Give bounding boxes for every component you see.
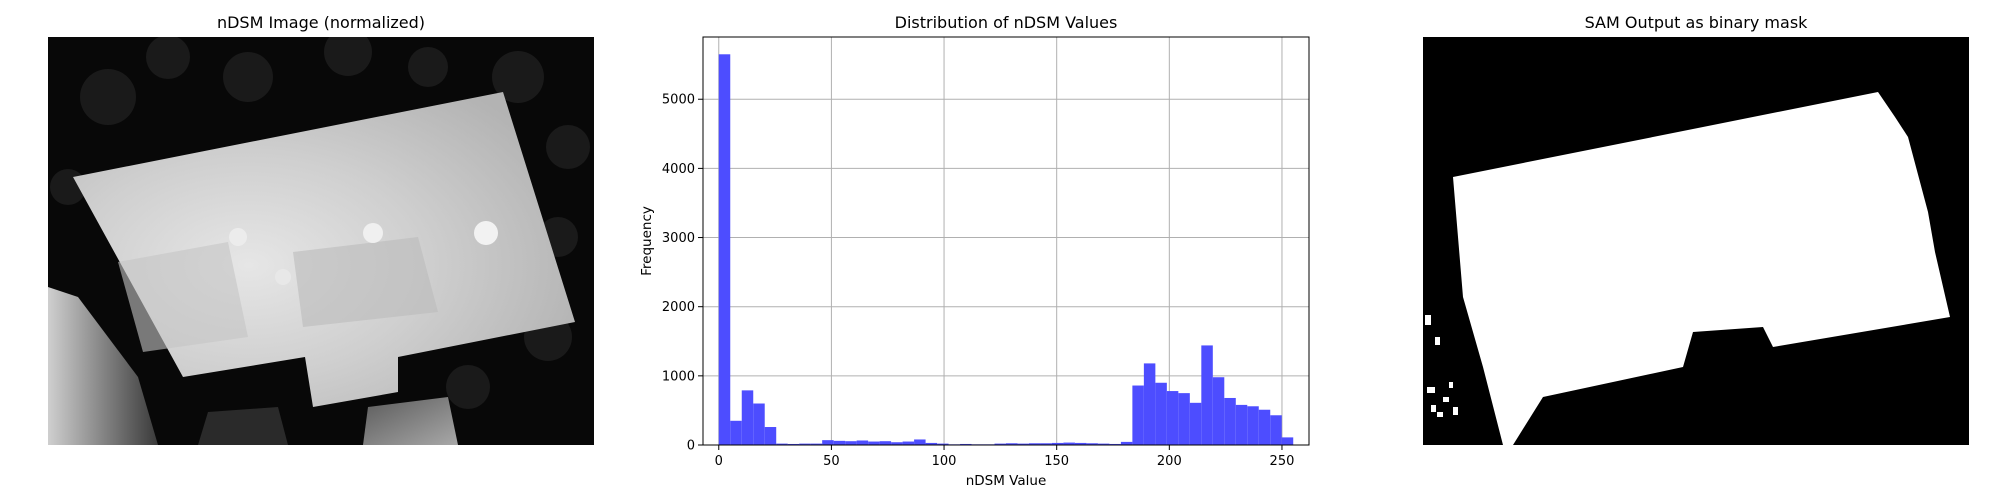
x-axis-label: nDSM Value: [966, 473, 1047, 489]
ndsm-image: [48, 37, 594, 445]
histogram-bar: [1201, 345, 1213, 445]
y-axis-label: Frequency: [639, 206, 655, 276]
histogram-bar: [1028, 443, 1041, 445]
y-tick-label: 0: [687, 439, 695, 454]
sam-mask-svg: [1423, 37, 1969, 445]
histogram-bar: [937, 443, 949, 445]
histogram-bar: [1235, 404, 1248, 445]
histogram-plot-area: 0 50 100 150 200 250 0 1000 2000 3000 4000 5000: [662, 36, 1310, 469]
ndsm-ground-object: [363, 397, 458, 445]
x-tick-label: 50: [823, 454, 840, 469]
histogram-bar: [1017, 443, 1029, 445]
histogram-bar: [1270, 415, 1282, 445]
histogram-bar: [718, 54, 731, 445]
histogram-bar: [1120, 441, 1133, 445]
histogram-bar: [1063, 442, 1075, 445]
histogram-bar: [891, 442, 903, 445]
histogram-bar: [925, 442, 938, 445]
ndsm-ground-left: [48, 287, 158, 445]
y-tick-label: 5000: [662, 93, 695, 108]
histogram-bar: [1247, 406, 1259, 445]
histogram-bar: [799, 443, 811, 445]
x-tick-label: 100: [932, 454, 957, 469]
histogram-bar: [1281, 437, 1294, 445]
sam-binary-mask: [1423, 37, 1969, 445]
ndsm-roof-spot: [275, 269, 291, 285]
histogram-bar: [868, 441, 880, 445]
ndsm-roof-section: [118, 242, 248, 352]
histogram-bar: [741, 390, 754, 445]
histogram-bar: [833, 440, 846, 445]
histogram-bar: [1132, 385, 1144, 445]
histogram-bar: [1086, 443, 1098, 445]
histogram-bar: [776, 443, 788, 445]
histogram-bar: [1212, 377, 1225, 445]
histogram-bar: [1051, 442, 1064, 445]
sam-mask-title: SAM Output as binary mask: [1584, 13, 1808, 32]
histogram-bar: [1189, 402, 1202, 445]
histogram-bar: [764, 427, 777, 445]
histogram-bar: [1224, 397, 1236, 445]
histogram-bar: [845, 441, 857, 445]
histogram-bar: [1074, 442, 1087, 445]
histogram-bar: [914, 439, 926, 445]
histogram-bar: [1040, 443, 1052, 445]
mask-noise-speckles: [1425, 315, 1458, 417]
histogram-bar: [1178, 393, 1190, 445]
histogram-bar: [1155, 382, 1167, 445]
plot-frame: [702, 36, 1310, 446]
x-tick-label: 200: [1157, 454, 1182, 469]
y-tick-label: 4000: [662, 162, 695, 177]
ndsm-image-svg: [48, 37, 594, 445]
histogram-bar: [960, 443, 972, 445]
mask-building-region: [1453, 92, 1950, 445]
ndsm-roof-spot: [363, 223, 383, 243]
histogram-bar: [1166, 391, 1179, 445]
histogram-bar: [753, 403, 765, 445]
x-tick-label: 0: [715, 454, 723, 469]
y-tick-label: 3000: [662, 231, 695, 246]
y-tick-label: 2000: [662, 300, 695, 315]
histogram-bar: [994, 443, 1006, 445]
histogram-bar: [810, 443, 823, 445]
histogram-bar: [1006, 443, 1018, 445]
histogram-bar: [1109, 443, 1121, 445]
histogram-bar: [787, 443, 800, 445]
ndsm-image-title: nDSM Image (normalized): [216, 13, 426, 32]
histogram-bar: [879, 441, 892, 445]
ndsm-roof-spot: [474, 221, 498, 245]
histogram-bar: [1097, 443, 1110, 445]
x-tick-label: 150: [1044, 454, 1069, 469]
histogram-bar: [856, 440, 869, 445]
y-tick-label: 1000: [662, 369, 695, 384]
ndsm-roof-spot: [229, 228, 247, 246]
histogram-bar: [730, 420, 742, 445]
ndsm-roof-section: [293, 237, 438, 327]
histogram-bar: [822, 440, 834, 445]
histogram-bar: [902, 441, 915, 445]
ndsm-dark-object: [198, 407, 288, 445]
histogram-title: Distribution of nDSM Values: [894, 13, 1118, 32]
x-tick-label: 250: [1270, 454, 1295, 469]
histogram-bar: [1258, 409, 1271, 445]
histogram-bar: [1143, 363, 1156, 445]
